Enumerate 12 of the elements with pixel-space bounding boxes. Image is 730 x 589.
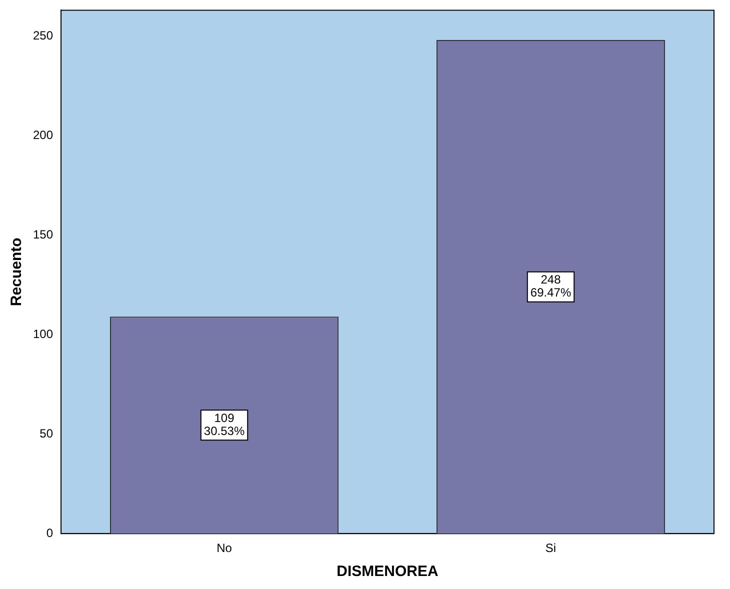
x-tick-label: Si <box>545 541 556 556</box>
y-tick-label: 200 <box>32 128 54 142</box>
x-tick-label: No <box>216 541 232 556</box>
y-tick-label: 0 <box>46 526 54 540</box>
data-label: 248 69.47% <box>530 272 572 300</box>
y-axis-title: Recuento <box>8 238 26 306</box>
y-tick-label: 50 <box>40 426 54 440</box>
data-label: 109 30.53% <box>204 410 245 438</box>
x-axis-title: DISMENOREA <box>336 563 439 580</box>
y-tick-label: 100 <box>32 326 54 341</box>
y-tick-label: 250 <box>32 28 54 42</box>
y-tick-label: 150 <box>32 227 54 242</box>
